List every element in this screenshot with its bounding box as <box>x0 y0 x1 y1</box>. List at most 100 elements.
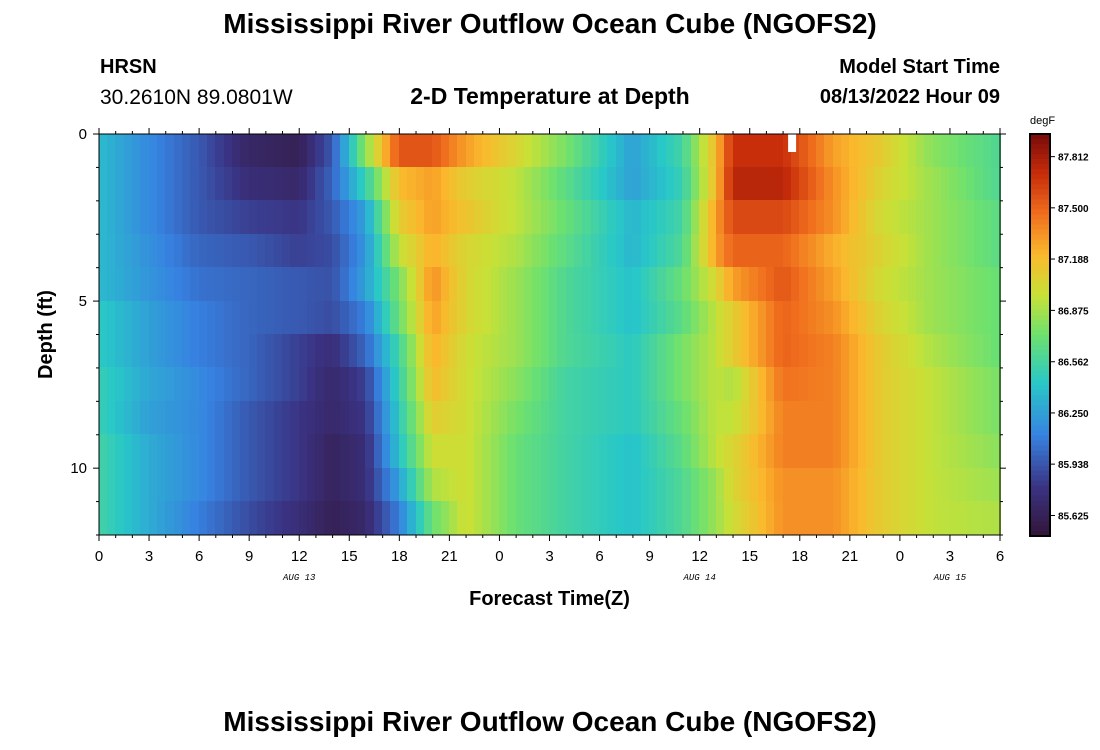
heatmap-cell <box>916 301 926 335</box>
heatmap-cell <box>833 367 843 402</box>
heatmap-cell <box>157 134 167 168</box>
heatmap-cell <box>716 134 726 168</box>
heatmap-cell <box>641 434 651 469</box>
heatmap-cell <box>741 200 751 235</box>
heatmap-cell <box>374 301 384 335</box>
heatmap-cell <box>816 501 826 535</box>
heatmap-cell <box>399 367 409 402</box>
heatmap-cell <box>240 401 251 435</box>
heatmap-cell <box>724 200 735 235</box>
heatmap-cell <box>482 167 493 201</box>
colorbar-segment <box>1030 465 1050 472</box>
heatmap-cell <box>365 468 376 502</box>
heatmap-cell <box>974 501 985 535</box>
heatmap-cell <box>315 468 326 502</box>
heatmap-cell <box>682 401 693 435</box>
heatmap-cell <box>574 134 584 168</box>
heatmap-cell <box>749 401 760 435</box>
y-tick-label: 10 <box>70 460 87 477</box>
colorbar-frame <box>1029 133 1051 537</box>
heatmap-cell <box>399 301 409 335</box>
heatmap-cell <box>357 134 367 168</box>
heatmap-cell <box>616 334 626 368</box>
heatmap-cell <box>674 434 684 469</box>
heatmap-cell <box>816 234 826 268</box>
heatmap-cell <box>365 267 376 302</box>
colorbar-segment <box>1030 164 1050 170</box>
heatmap-cell <box>691 134 701 168</box>
x-tick-label: 21 <box>841 548 858 565</box>
heatmap-cell <box>332 501 342 535</box>
heatmap-cell <box>124 434 134 469</box>
heatmap-cell <box>149 468 159 502</box>
heatmap-cell <box>265 367 276 402</box>
heatmap-cell <box>215 200 226 235</box>
heatmap-cell <box>949 401 960 435</box>
model-start-value: 08/13/2022 Hour 09 <box>819 86 1000 108</box>
heatmap-cell <box>991 367 1001 402</box>
heatmap-cell <box>691 401 701 435</box>
heatmap-cell <box>799 267 810 302</box>
colorbar-tick-label: 86.875 <box>1058 306 1089 317</box>
heatmap-cell <box>299 301 309 335</box>
x-tick-label: 15 <box>741 548 758 565</box>
heatmap-cell <box>824 434 835 469</box>
heatmap-cell <box>482 468 493 502</box>
heatmap-cell <box>599 367 609 402</box>
heatmap-cell <box>691 367 701 402</box>
heatmap-cell <box>299 367 309 402</box>
heatmap-cell <box>507 301 518 335</box>
heatmap-cell <box>491 501 501 535</box>
heatmap-cell <box>99 468 109 502</box>
heatmap-cell <box>466 468 476 502</box>
x-tick-label: 0 <box>495 548 503 565</box>
chart-subtitle: 2-D Temperature at Depth <box>410 83 690 109</box>
colorbar-segment <box>1030 345 1050 351</box>
heatmap-cell <box>733 434 743 469</box>
heatmap-cell <box>766 334 776 368</box>
heatmap-cell <box>616 501 626 535</box>
heatmap-cell <box>424 267 434 302</box>
heatmap-cell <box>774 234 785 268</box>
heatmap-cell <box>541 267 551 302</box>
heatmap-cell <box>399 434 409 469</box>
heatmap-cell <box>365 167 376 201</box>
heatmap-cell <box>699 367 710 402</box>
colorbar-segment <box>1030 395 1050 401</box>
heatmap-cell <box>691 167 701 201</box>
heatmap-cell <box>791 501 801 535</box>
heatmap-cell <box>774 501 785 535</box>
heatmap-cell <box>299 167 309 201</box>
heatmap-cell <box>240 267 251 302</box>
heatmap-cell <box>357 401 367 435</box>
heatmap-cell <box>507 134 518 168</box>
heatmap-cell <box>991 200 1001 235</box>
heatmap-cell <box>591 434 601 469</box>
y-axis-title: Depth (ft) <box>35 290 57 379</box>
heatmap-cell <box>566 167 576 201</box>
heatmap-cell <box>124 367 134 402</box>
heatmap-cell <box>816 434 826 469</box>
heatmap-cell <box>466 401 476 435</box>
heatmap-cell <box>858 200 868 235</box>
heatmap-cell <box>958 301 968 335</box>
heatmap-cell <box>282 200 292 235</box>
heatmap-cell <box>699 501 710 535</box>
heatmap-cell <box>374 234 384 268</box>
heatmap-cell <box>799 167 810 201</box>
heatmap-cell <box>340 167 351 201</box>
heatmap-cell <box>207 401 217 435</box>
heatmap-cell <box>274 468 284 502</box>
heatmap-cell <box>883 301 893 335</box>
heatmap-cell <box>833 134 843 168</box>
heatmap-cell <box>941 167 951 201</box>
heatmap-cell <box>99 301 109 335</box>
heatmap-cell <box>791 267 801 302</box>
colorbar-segment <box>1030 420 1050 427</box>
heatmap-cell <box>874 167 885 201</box>
heatmap-cell <box>516 367 526 402</box>
heatmap-cell <box>466 134 476 168</box>
heatmap-cell <box>382 468 392 502</box>
heatmap-cell <box>524 167 534 201</box>
heatmap-cell <box>149 501 159 535</box>
